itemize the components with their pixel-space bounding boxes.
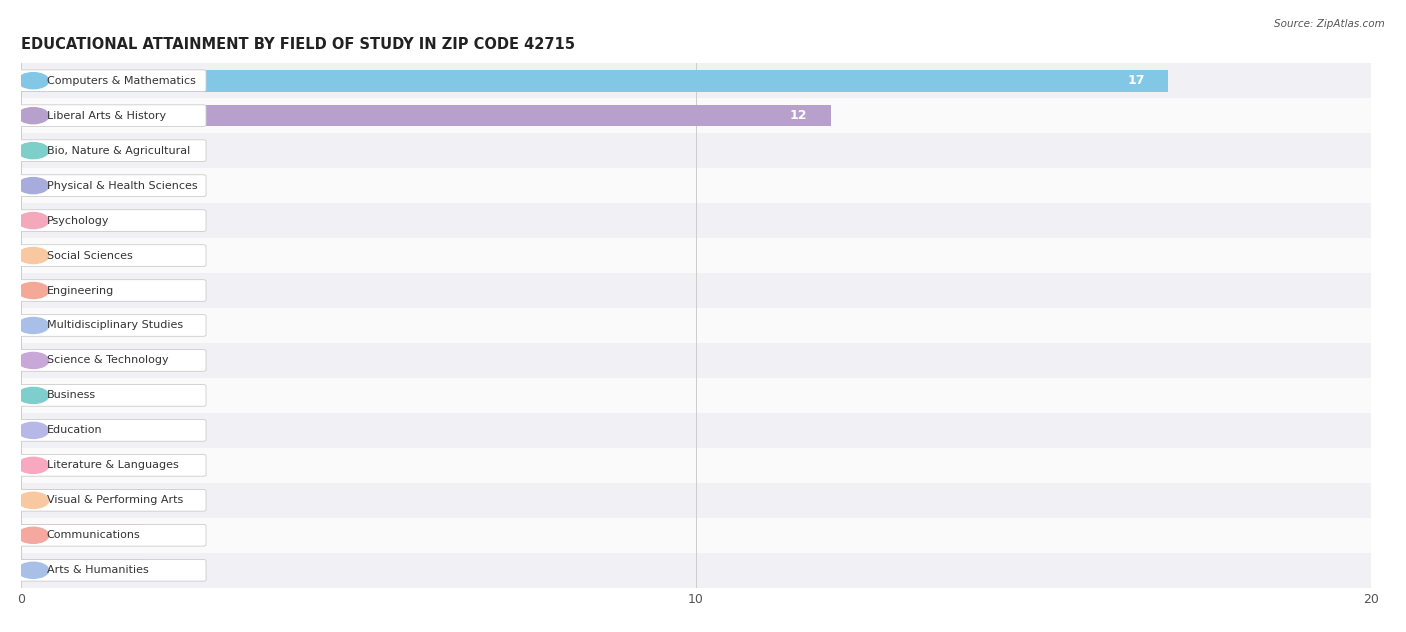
Text: Source: ZipAtlas.com: Source: ZipAtlas.com (1274, 19, 1385, 29)
Text: 0: 0 (153, 529, 160, 542)
FancyBboxPatch shape (18, 70, 207, 92)
Text: 0: 0 (153, 494, 160, 507)
Bar (21, 413, 1371, 448)
FancyBboxPatch shape (18, 525, 207, 546)
FancyBboxPatch shape (18, 245, 207, 266)
Text: 0: 0 (153, 249, 160, 262)
Text: 17: 17 (1128, 74, 1144, 87)
Bar (21, 349, 142, 371)
Text: 12: 12 (790, 109, 807, 122)
Text: Multidisciplinary Studies: Multidisciplinary Studies (46, 320, 183, 331)
FancyBboxPatch shape (18, 210, 207, 231)
Text: Literature & Languages: Literature & Languages (46, 460, 179, 470)
Bar (21, 525, 142, 546)
Text: 0: 0 (153, 564, 160, 577)
Bar (21, 343, 1371, 378)
Text: Communications: Communications (46, 530, 141, 540)
Text: 0: 0 (153, 144, 160, 157)
Bar (21, 385, 142, 406)
Text: Science & Technology: Science & Technology (46, 355, 169, 365)
FancyBboxPatch shape (18, 175, 207, 197)
FancyBboxPatch shape (18, 454, 207, 476)
Text: 0: 0 (153, 179, 160, 192)
Bar (21, 168, 1371, 203)
Text: 0: 0 (153, 424, 160, 437)
Bar (21, 483, 1371, 518)
Text: Visual & Performing Arts: Visual & Performing Arts (46, 495, 183, 506)
Bar (21, 420, 142, 441)
Circle shape (18, 73, 49, 88)
Bar (21, 518, 1371, 553)
Text: Bio, Nature & Agricultural: Bio, Nature & Agricultural (46, 145, 190, 155)
Circle shape (18, 353, 49, 368)
FancyBboxPatch shape (18, 140, 207, 161)
Circle shape (18, 178, 49, 193)
Bar (21, 448, 1371, 483)
FancyBboxPatch shape (18, 420, 207, 441)
Text: 0: 0 (153, 354, 160, 367)
Circle shape (18, 527, 49, 544)
Bar (21, 245, 142, 266)
Circle shape (18, 562, 49, 578)
Bar (21, 140, 142, 161)
Text: Education: Education (46, 425, 103, 435)
Bar (21, 490, 142, 511)
Bar (21, 378, 1371, 413)
Bar (21, 454, 142, 476)
Bar (21, 553, 1371, 588)
FancyBboxPatch shape (18, 385, 207, 406)
Bar (21, 98, 1371, 133)
Bar (21, 559, 142, 581)
Circle shape (18, 317, 49, 334)
FancyBboxPatch shape (18, 315, 207, 336)
Text: 0: 0 (153, 214, 160, 227)
Text: Social Sciences: Social Sciences (46, 250, 132, 260)
Bar (21, 308, 1371, 343)
Circle shape (18, 248, 49, 264)
Text: EDUCATIONAL ATTAINMENT BY FIELD OF STUDY IN ZIP CODE 42715: EDUCATIONAL ATTAINMENT BY FIELD OF STUDY… (21, 37, 575, 52)
Text: Psychology: Psychology (46, 216, 110, 226)
Bar (21, 210, 142, 231)
Circle shape (18, 387, 49, 403)
Bar (21, 105, 831, 126)
Bar (21, 280, 142, 301)
Text: 0: 0 (153, 459, 160, 472)
Text: Computers & Mathematics: Computers & Mathematics (46, 76, 195, 86)
Circle shape (18, 422, 49, 439)
Text: 0: 0 (153, 284, 160, 297)
Bar (21, 203, 1371, 238)
Text: Physical & Health Sciences: Physical & Health Sciences (46, 181, 197, 191)
Bar (21, 63, 1371, 98)
Bar (21, 175, 142, 197)
FancyBboxPatch shape (18, 490, 207, 511)
FancyBboxPatch shape (18, 280, 207, 301)
Circle shape (18, 492, 49, 508)
Circle shape (18, 212, 49, 229)
Text: 0: 0 (153, 319, 160, 332)
Bar (21, 70, 1168, 92)
Text: Engineering: Engineering (46, 286, 114, 296)
Circle shape (18, 283, 49, 298)
FancyBboxPatch shape (18, 559, 207, 581)
Text: Business: Business (46, 391, 96, 401)
Circle shape (18, 107, 49, 124)
Text: Arts & Humanities: Arts & Humanities (46, 565, 149, 575)
Circle shape (18, 143, 49, 159)
Bar (21, 273, 1371, 308)
Circle shape (18, 458, 49, 473)
Text: Liberal Arts & History: Liberal Arts & History (46, 111, 166, 121)
Text: 0: 0 (153, 389, 160, 402)
FancyBboxPatch shape (18, 105, 207, 126)
FancyBboxPatch shape (18, 349, 207, 371)
Bar (21, 238, 1371, 273)
Bar (21, 133, 1371, 168)
Bar (21, 315, 142, 336)
